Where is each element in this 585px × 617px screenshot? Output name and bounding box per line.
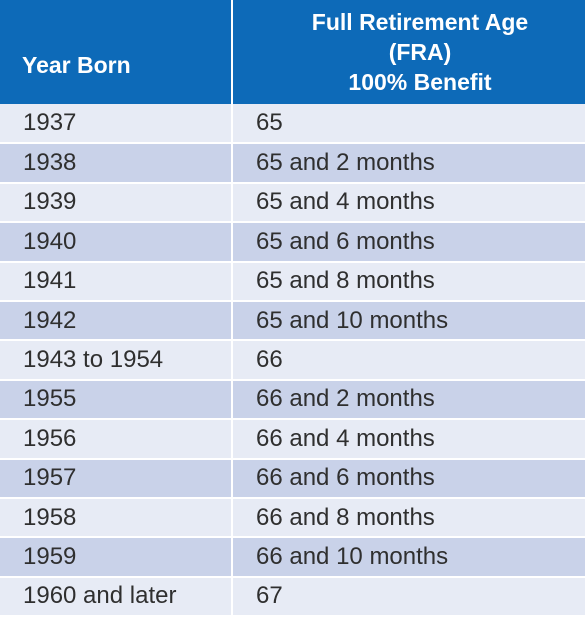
- year-born-cell: 1940: [0, 222, 233, 263]
- year-born-cell: 1960 and later: [0, 576, 233, 617]
- fra-cell: 65 and 10 months: [232, 300, 585, 342]
- fra-cell: 66 and 8 months: [232, 497, 585, 539]
- fra-cell: 65 and 4 months: [232, 182, 585, 224]
- table-row: 1955 66 and 2 months: [0, 379, 585, 421]
- table-row: 1943 to 1954 66: [0, 340, 585, 381]
- table-row: 1960 and later 67: [0, 576, 585, 617]
- fra-header-line-1: Full Retirement Age: [311, 9, 529, 35]
- fra-cell: 65 and 2 months: [232, 143, 585, 184]
- fra-header-line-2: (FRA): [388, 39, 452, 65]
- fra-cell: 65 and 6 months: [232, 222, 585, 263]
- table-row: 1959 66 and 10 months: [0, 537, 585, 578]
- table-row: 1942 65 and 10 months: [0, 300, 585, 342]
- year-born-cell: 1959: [0, 537, 233, 578]
- year-born-cell: 1939: [0, 182, 233, 224]
- fra-cell: 67: [232, 576, 585, 617]
- year-born-cell: 1937: [0, 104, 233, 145]
- fra-cell: 65: [232, 104, 585, 145]
- table-header: Year Born Full Retirement Age (FRA) 100%…: [0, 0, 585, 104]
- table-row: 1938 65 and 2 months: [0, 143, 585, 184]
- year-born-cell: 1956: [0, 419, 233, 460]
- fra-cell: 66 and 6 months: [232, 458, 585, 499]
- table-body: 1937 65 1938 65 and 2 months 1939 65 and…: [0, 104, 585, 617]
- year-born-cell: 1955: [0, 379, 233, 421]
- fra-cell: 66 and 10 months: [232, 537, 585, 578]
- table-row: 1958 66 and 8 months: [0, 497, 585, 539]
- year-born-cell: 1942: [0, 300, 233, 342]
- table-row: 1937 65: [0, 104, 585, 145]
- year-born-header: Year Born: [0, 0, 233, 104]
- table-row: 1941 65 and 8 months: [0, 261, 585, 302]
- table-row: 1940 65 and 6 months: [0, 222, 585, 263]
- year-born-cell: 1943 to 1954: [0, 340, 233, 381]
- fra-cell: 66 and 4 months: [232, 419, 585, 460]
- table-row: 1957 66 and 6 months: [0, 458, 585, 499]
- year-born-cell: 1958: [0, 497, 233, 539]
- fra-cell: 66 and 2 months: [232, 379, 585, 421]
- fra-cell: 65 and 8 months: [232, 261, 585, 302]
- year-born-cell: 1941: [0, 261, 233, 302]
- table-row: 1939 65 and 4 months: [0, 182, 585, 224]
- table-row: 1956 66 and 4 months: [0, 419, 585, 460]
- fra-header: Full Retirement Age (FRA) 100% Benefit: [232, 0, 585, 104]
- year-born-cell: 1938: [0, 143, 233, 184]
- header-row: Year Born Full Retirement Age (FRA) 100%…: [0, 0, 585, 104]
- fra-cell: 66: [232, 340, 585, 381]
- year-born-cell: 1957: [0, 458, 233, 499]
- fra-header-line-3: 100% Benefit: [348, 69, 492, 95]
